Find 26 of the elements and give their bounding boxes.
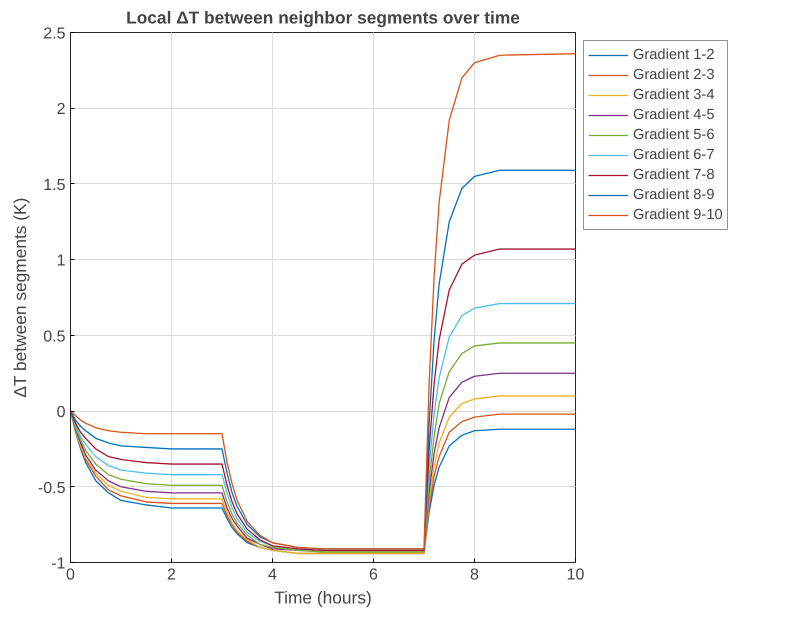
y-tick-label: 2 bbox=[56, 101, 66, 118]
line-series bbox=[70, 248, 576, 552]
y-tick-label: 1 bbox=[56, 252, 66, 270]
x-tick-label: 10 bbox=[566, 566, 584, 584]
legend-label: Gradient 6-7 bbox=[633, 147, 714, 163]
x-tick-label: 2 bbox=[167, 566, 176, 584]
chart-title: Local ΔT between neighbor segments over time bbox=[126, 8, 520, 28]
legend-label: Gradient 9-10 bbox=[633, 207, 723, 223]
y-tick-label: -0.5 bbox=[38, 480, 66, 497]
x-tick-label: 8 bbox=[470, 566, 480, 584]
x-tick-label: 4 bbox=[268, 566, 278, 584]
legend-label: Gradient 2-3 bbox=[633, 67, 714, 83]
legend-label: Gradient 8-9 bbox=[633, 187, 714, 203]
x-axis-title: Time (hours) bbox=[274, 588, 372, 608]
y-tick-label: -1 bbox=[51, 556, 66, 572]
y-tick-label: 0 bbox=[56, 404, 66, 422]
legend-label: Gradient 5-6 bbox=[633, 127, 714, 143]
y-tick-label: 1.5 bbox=[43, 176, 66, 194]
legend-label: Gradient 1-2 bbox=[633, 47, 714, 63]
x-tick-label: 6 bbox=[369, 566, 378, 584]
y-tick-label: 2.5 bbox=[43, 26, 66, 42]
legend-label: Gradient 3-4 bbox=[633, 87, 714, 103]
legend-label: Gradient 4-5 bbox=[633, 107, 714, 123]
y-axis-title: ΔT between segments (K) bbox=[10, 198, 30, 398]
legend-label: Gradient 7-8 bbox=[633, 167, 714, 183]
y-tick-label: 0.5 bbox=[43, 328, 66, 346]
